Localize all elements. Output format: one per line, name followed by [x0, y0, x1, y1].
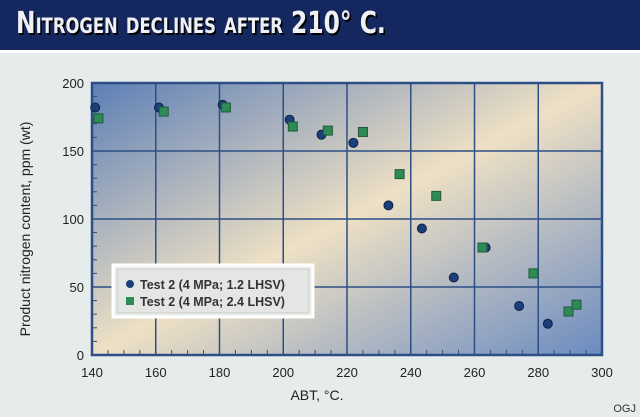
legend-circle-icon	[126, 280, 134, 288]
legend-entry: Test 2 (4 MPa; 1.2 LHSV)	[140, 278, 285, 292]
data-point-circle	[90, 102, 101, 113]
legend-square-icon	[126, 297, 134, 305]
legend-entry: Test 2 (4 MPa; 2.4 LHSV)	[140, 295, 285, 309]
x-tick-label: 220	[336, 365, 358, 380]
y-tick-label: 0	[77, 348, 84, 363]
x-axis-label: ABT, °C.	[290, 387, 343, 403]
legend-inner	[116, 268, 310, 314]
data-point-circle	[448, 272, 459, 283]
data-point-circle	[542, 318, 553, 329]
data-point-circle	[514, 301, 525, 312]
chart-title: Nitrogen declines after 210° C.	[16, 6, 386, 41]
data-point-circle	[348, 137, 359, 148]
data-point-square	[528, 268, 539, 279]
x-tick-label: 200	[272, 365, 294, 380]
x-tick-label: 260	[464, 365, 486, 380]
plot-border	[90, 81, 604, 357]
credit: OGJ	[613, 403, 636, 415]
x-tick-label: 240	[400, 365, 422, 380]
y-tick-label: 200	[62, 76, 84, 91]
y-tick-label: 50	[70, 280, 84, 295]
data-point-square	[220, 102, 231, 113]
x-tick-label: 180	[209, 365, 231, 380]
data-point-circle	[416, 223, 427, 234]
y-tick-label: 100	[62, 212, 84, 227]
x-tick-label: 140	[81, 365, 103, 380]
x-tick-label: 280	[527, 365, 549, 380]
data-point-square	[431, 190, 442, 201]
y-tick-label: 150	[62, 144, 84, 159]
data-point-square	[571, 299, 582, 310]
x-tick-label: 160	[145, 365, 167, 380]
data-point-circle	[383, 200, 394, 211]
data-point-square	[477, 242, 488, 253]
title-bar: Nitrogen declines after 210° C.	[0, 0, 640, 53]
data-point-square	[322, 125, 333, 136]
legend: Test 2 (4 MPa; 1.2 LHSV) Test 2 (4 MPa; 2…	[111, 263, 315, 319]
data-point-square	[394, 169, 405, 180]
data-point-square	[287, 121, 298, 132]
y-axis-label: Product nitrogen content, ppm (wt)	[17, 122, 33, 337]
data-point-square	[563, 306, 574, 317]
x-tick-label: 300	[591, 365, 613, 380]
data-point-square	[357, 126, 368, 137]
data-point-square	[158, 106, 169, 117]
data-point-square	[93, 113, 104, 124]
